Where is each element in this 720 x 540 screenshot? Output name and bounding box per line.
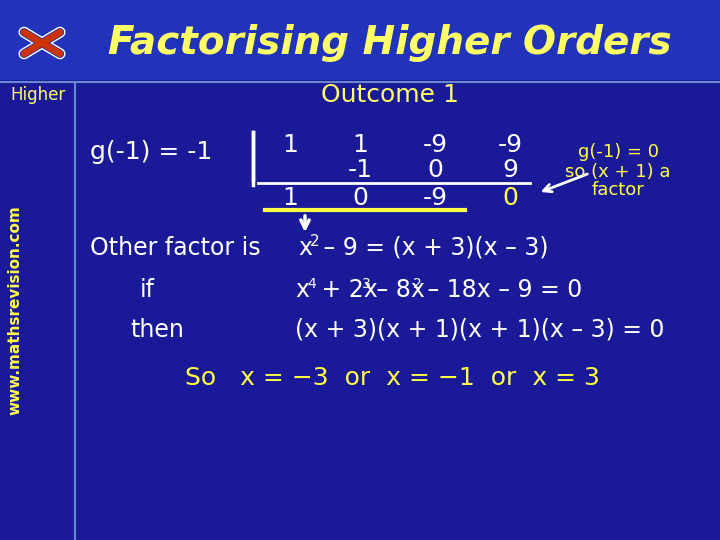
Text: x: x	[295, 278, 309, 302]
Text: Higher: Higher	[10, 86, 66, 104]
Text: x: x	[298, 236, 312, 260]
Text: -9: -9	[498, 133, 523, 157]
Text: 1: 1	[282, 133, 298, 157]
Text: – 8x: – 8x	[369, 278, 425, 302]
Text: g(-1) = 0: g(-1) = 0	[577, 143, 659, 161]
Text: – 18x – 9 = 0: – 18x – 9 = 0	[420, 278, 582, 302]
Text: Factorising Higher Orders: Factorising Higher Orders	[108, 24, 672, 62]
Text: Other factor is: Other factor is	[90, 236, 261, 260]
Text: So   x = −3  or  x = −1  or  x = 3: So x = −3 or x = −1 or x = 3	[185, 366, 600, 390]
Text: -9: -9	[423, 186, 448, 210]
Text: 1: 1	[352, 133, 368, 157]
Text: 4: 4	[307, 277, 316, 291]
Text: then: then	[130, 318, 184, 342]
Text: Outcome 1: Outcome 1	[321, 83, 459, 107]
Text: -1: -1	[348, 158, 372, 182]
Text: 2: 2	[413, 277, 422, 291]
Text: 2: 2	[310, 234, 320, 249]
Text: so (x + 1) a: so (x + 1) a	[565, 163, 671, 181]
Text: 0: 0	[427, 158, 443, 182]
Text: 3: 3	[362, 277, 371, 291]
Text: (x + 3)(x + 1)(x + 1)(x – 3) = 0: (x + 3)(x + 1)(x + 1)(x – 3) = 0	[295, 318, 665, 342]
Text: if: if	[140, 278, 155, 302]
Text: 1: 1	[282, 186, 298, 210]
Text: + 2x: + 2x	[314, 278, 378, 302]
Text: 9: 9	[502, 158, 518, 182]
Text: g(-1) = -1: g(-1) = -1	[90, 140, 212, 164]
Text: 0: 0	[352, 186, 368, 210]
Text: factor: factor	[592, 181, 644, 199]
Text: www.mathsrevision.com: www.mathsrevision.com	[7, 205, 22, 415]
Text: 0: 0	[502, 186, 518, 210]
Text: – 9 = (x + 3)(x – 3): – 9 = (x + 3)(x – 3)	[316, 236, 549, 260]
FancyBboxPatch shape	[0, 0, 720, 80]
Text: -9: -9	[423, 133, 448, 157]
